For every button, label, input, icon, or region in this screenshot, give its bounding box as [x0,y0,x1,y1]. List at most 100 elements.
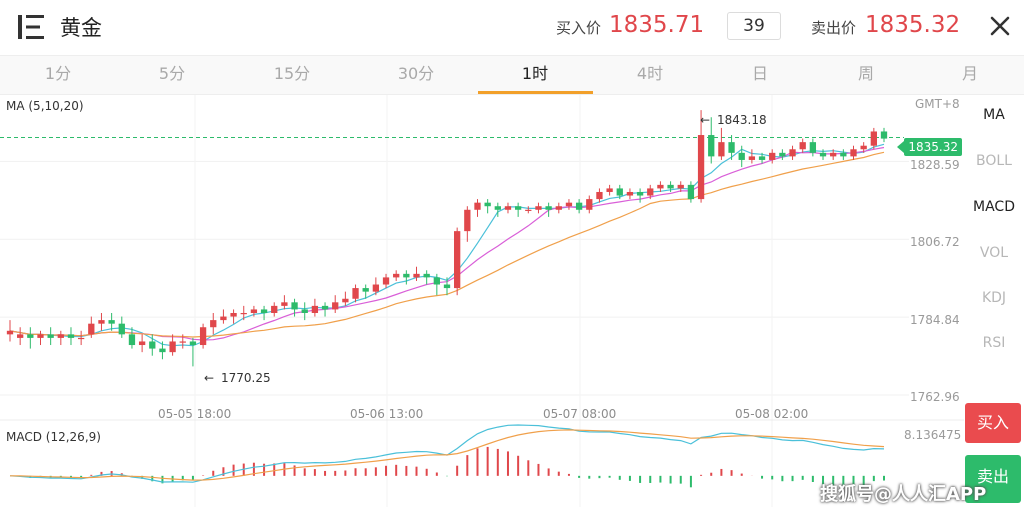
candle-body [870,131,877,146]
candle-body [291,302,298,310]
candle-body [149,341,156,349]
candle-body [250,309,258,313]
indicator-vol[interactable]: VOL [979,245,1009,261]
close-icon[interactable] [988,14,1012,38]
timezone-label: GMT+8 [915,97,960,111]
tab-15min[interactable]: 15分 [273,64,311,83]
candle-body [382,277,390,285]
candle-body [677,184,684,189]
tab-week[interactable]: 周 [857,64,874,83]
candle-body [636,191,644,196]
indicator-kdj[interactable]: KDJ [981,290,1007,306]
candle-body [535,206,542,210]
tab-30min[interactable]: 30分 [397,64,435,83]
candle-body [281,302,288,306]
y-tick-label: 1762.96 [910,390,960,404]
candle-body [199,327,207,346]
candle-body [77,337,85,340]
buy-price-label: 买入价 [556,19,602,37]
candle-body [332,302,339,310]
candle-body [230,312,237,317]
candle-body [850,149,857,157]
candle-body [393,273,400,278]
sell-price-label: 卖出价 [811,19,857,37]
candle-body [728,142,735,153]
candle-body [514,206,522,210]
candle-body [819,152,827,157]
candle-body [169,341,176,353]
candle-body [464,209,471,232]
candle-body [220,316,227,321]
indicator-macd[interactable]: MACD [973,199,1015,215]
candle-body [403,273,410,278]
candle-body [260,309,268,313]
macd-dea-line [9,429,885,481]
candle-body [657,184,664,189]
tab-1hour[interactable]: 1时 [521,64,549,83]
tab-4hour[interactable]: 4时 [636,64,664,83]
menu-icon[interactable] [18,14,46,40]
indicator-rsi[interactable]: RSI [982,335,1006,351]
indicator-ma[interactable]: MA [983,107,1005,123]
candle-body [88,323,95,335]
candle-body [484,202,491,207]
candle-body [779,152,786,157]
candle-body [575,202,583,210]
low-arrow-icon: ← [204,371,215,385]
candle-body [718,142,725,157]
candle-body [504,206,512,210]
candle-body [240,312,247,315]
candle-body [840,152,847,157]
candle-body [525,209,532,211]
candle-body [372,284,380,292]
spread-box: 39 [727,12,781,40]
price-chart[interactable] [0,95,964,512]
candle-body [179,341,186,343]
macd-value-label: 8.136475 [904,428,962,442]
candle-body [494,206,501,210]
buy-button[interactable]: 买入 [965,403,1021,443]
candle-body [443,284,451,289]
candle-body [6,330,14,335]
tab-month[interactable]: 月 [961,64,978,83]
candle-body [128,334,136,346]
tab-5min[interactable]: 5分 [158,64,186,83]
candle-body [210,320,217,328]
candle-body [37,334,44,338]
candle-body [606,188,613,192]
candle-body [565,202,573,207]
candle-body [433,277,440,285]
y-tick-label: 1784.84 [910,313,960,327]
tab-day[interactable]: 日 [751,64,768,83]
x-tick-label: 05-06 13:00 [350,407,424,421]
candle-body [697,135,705,200]
candle-body [118,323,125,335]
candle-body [271,305,278,313]
candle-body [138,341,146,346]
candle-body [769,152,776,160]
candle-body [667,184,674,189]
candle-body [311,305,319,313]
candle-body [413,273,420,278]
chart-canvas [0,95,964,507]
indicator-boll[interactable]: BOLL [976,153,1012,169]
y-tick-label: 1828.59 [910,158,960,172]
instrument-title: 黄金 [60,16,102,40]
sell-button[interactable]: 卖出 [965,455,1021,503]
candle-body [880,131,888,139]
indicator-sidebar: MA BOLL MACD VOL KDJ RSI [964,95,1024,512]
candle-body [626,191,634,196]
candle-body [474,202,481,210]
timeframe-tabs: 1分 5分 15分 30分 1时 4时 日 周 月 [0,55,1024,95]
candle-body [809,142,817,153]
x-tick-label: 05-05 18:00 [158,407,232,421]
candle-body [454,231,461,289]
candle-body [57,334,64,338]
tab-1min[interactable]: 1分 [44,64,72,83]
ma5-line [9,143,885,347]
candle-body [586,199,593,210]
candle-body [687,184,695,200]
low-annotation: 1770.25 [221,371,271,385]
candle-body [47,334,54,338]
active-tab-indicator [478,91,593,94]
